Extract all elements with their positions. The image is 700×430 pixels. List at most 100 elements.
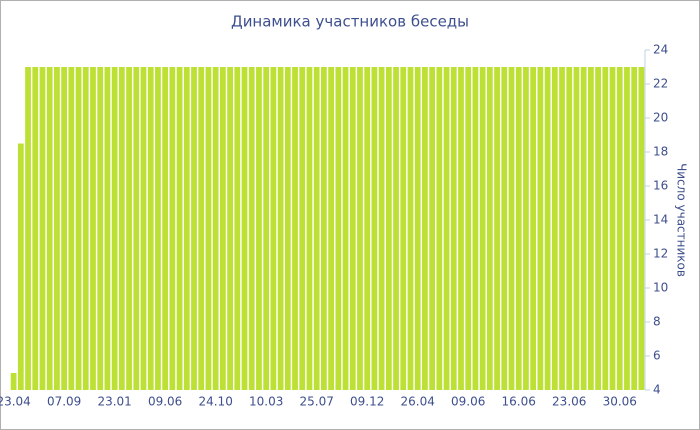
bar — [580, 67, 587, 390]
bar — [602, 67, 609, 390]
x-tick-label: 09.06 — [148, 395, 182, 409]
x-tick-label: 25.07 — [299, 395, 333, 409]
y-tick-label: 20 — [653, 111, 668, 125]
bar — [313, 67, 320, 390]
x-tick-label: 10.03 — [249, 395, 283, 409]
bar — [104, 67, 111, 390]
bar — [212, 67, 219, 390]
chart-title: Динамика участников беседы — [231, 13, 469, 31]
bar — [39, 67, 46, 390]
bar — [443, 67, 450, 390]
bar — [595, 67, 601, 390]
bar — [118, 67, 125, 390]
y-tick-label: 4 — [653, 383, 661, 397]
bar — [155, 67, 161, 390]
bar — [407, 67, 414, 390]
bar — [90, 67, 96, 390]
bar — [530, 67, 537, 390]
bar — [609, 67, 616, 390]
bar — [219, 67, 226, 390]
bar — [414, 67, 421, 390]
bar — [544, 67, 551, 390]
bar — [126, 67, 132, 390]
y-axis-label: Число участников — [675, 163, 689, 277]
y-tick-label: 24 — [653, 43, 668, 57]
bar — [176, 67, 183, 390]
bar — [436, 67, 443, 390]
y-tick-label: 14 — [653, 213, 668, 227]
x-tick-label: 23.04 — [0, 395, 31, 409]
bar — [335, 67, 342, 390]
bar — [133, 67, 140, 390]
y-tick-label: 10 — [653, 281, 668, 295]
bar — [458, 67, 464, 390]
bar — [616, 67, 623, 390]
bar — [385, 67, 392, 390]
bar — [342, 67, 349, 390]
x-tick-label: 26.04 — [401, 395, 435, 409]
bar — [328, 67, 334, 390]
bar — [494, 67, 500, 390]
bar — [277, 67, 284, 390]
bar — [227, 67, 233, 390]
bar — [68, 67, 75, 390]
bar — [587, 67, 594, 390]
bar — [140, 67, 147, 390]
bar — [162, 67, 169, 390]
x-tick-label: 07.09 — [47, 395, 81, 409]
bar — [97, 67, 104, 390]
bar — [25, 67, 31, 390]
bar — [501, 67, 508, 390]
bar — [32, 67, 39, 390]
x-tick-label: 09.06 — [451, 395, 485, 409]
bar — [17, 143, 24, 390]
bar — [523, 67, 529, 390]
bar — [624, 67, 630, 390]
y-tick-label: 22 — [653, 77, 668, 91]
bar — [191, 67, 197, 390]
bar — [54, 67, 60, 390]
bar — [515, 67, 522, 390]
bar — [111, 67, 118, 390]
bar — [10, 373, 17, 390]
bar — [241, 67, 248, 390]
bar — [75, 67, 82, 390]
y-tick-label: 16 — [653, 179, 668, 193]
bar — [321, 67, 327, 390]
bar — [537, 67, 544, 390]
bar — [82, 67, 89, 390]
bar — [400, 67, 407, 390]
bar — [465, 67, 472, 390]
bar — [631, 67, 638, 390]
x-tick-label: 23.06 — [552, 395, 586, 409]
bar — [472, 67, 479, 390]
bar — [306, 67, 313, 390]
x-tick-label: 16.06 — [502, 395, 536, 409]
bar — [183, 67, 190, 390]
y-tick-label: 12 — [653, 247, 668, 261]
x-tick-label: 09.12 — [350, 395, 384, 409]
bar — [263, 67, 270, 390]
bar — [234, 67, 241, 390]
bar — [292, 67, 298, 390]
bar — [486, 67, 493, 390]
bar — [429, 67, 436, 390]
bar — [450, 67, 457, 390]
y-tick-label: 8 — [653, 315, 661, 329]
bar — [551, 67, 558, 390]
bar — [479, 67, 486, 390]
bar — [46, 67, 53, 390]
x-tick-label: 23.01 — [97, 395, 131, 409]
x-tick-label: 24.10 — [198, 395, 232, 409]
bar — [61, 67, 68, 390]
bar — [205, 67, 212, 390]
bar — [349, 67, 356, 390]
bar — [248, 67, 255, 390]
bar — [169, 67, 176, 390]
y-tick-label: 18 — [653, 145, 668, 159]
bar — [284, 67, 291, 390]
y-tick-label: 6 — [653, 349, 661, 363]
bar — [508, 67, 515, 390]
bar — [422, 67, 428, 390]
